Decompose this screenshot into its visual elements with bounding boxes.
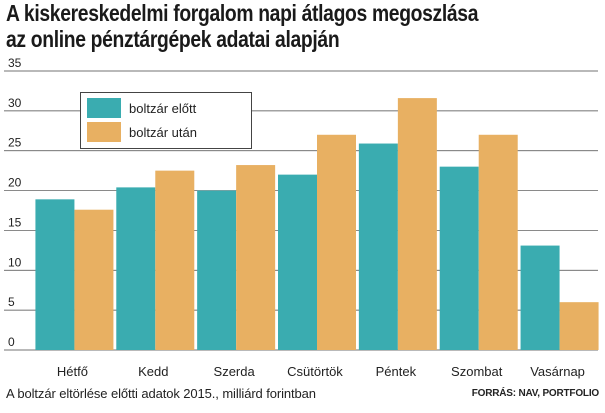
legend-item-after: boltzár után	[87, 122, 197, 142]
bar-after-3	[317, 134, 356, 350]
x-tick-label-6: Vasárnap	[530, 364, 585, 379]
x-tick-label-2: Szerda	[214, 364, 256, 379]
bar-after-1	[155, 170, 195, 350]
chart-title: A kiskereskedelmi forgalom napi átlagos …	[6, 0, 602, 52]
bar-before-6	[520, 245, 560, 350]
y-tick-label-0: 0	[8, 335, 15, 349]
y-tick-label-15: 15	[8, 215, 22, 229]
bar-before-1	[116, 187, 156, 350]
bar-before-4	[358, 143, 398, 350]
y-tick-label-10: 10	[8, 255, 22, 269]
tick-labels: 0 5 10 15 20 25 30 35 Hétfő Kedd Szerda Csütörtök Pé…	[8, 56, 585, 379]
legend-label-before: boltzár előtt	[129, 100, 197, 116]
chart-title-line-2: az online pénztárgépek adatai alapján	[6, 26, 340, 52]
bar-before-0	[35, 199, 75, 350]
footnote: A boltzár eltörlése előtti adatok 2015.,…	[6, 386, 316, 401]
x-tick-label-4: Péntek	[376, 364, 417, 379]
legend: boltzár előtt boltzár után	[80, 92, 252, 149]
x-tick-label-1: Kedd	[138, 364, 168, 379]
x-tick-label-3: Csütörtök	[287, 364, 343, 379]
source-note: FORRÁS: NAV, PORTFOLIO	[471, 388, 599, 399]
bar-before-2	[197, 190, 237, 350]
x-tick-label-5: Szombat	[451, 364, 503, 379]
bar-after-5	[478, 134, 518, 350]
bar-after-0	[74, 209, 114, 350]
bars	[35, 98, 599, 350]
bar-before-3	[278, 174, 317, 350]
bar-after-2	[236, 165, 276, 350]
y-tick-label-20: 20	[8, 176, 22, 190]
y-tick-label-35: 35	[8, 56, 22, 70]
y-tick-label-25: 25	[8, 136, 22, 150]
legend-swatch-after	[87, 122, 121, 142]
bar-after-6	[559, 302, 599, 350]
chart-title-line-1: A kiskereskedelmi forgalom napi átlagos …	[6, 0, 479, 26]
y-tick-label-30: 30	[8, 96, 22, 110]
bar-after-4	[397, 98, 437, 350]
legend-swatch-before	[87, 98, 121, 118]
y-tick-label-5: 5	[8, 295, 15, 309]
legend-label-after: boltzár után	[129, 124, 197, 140]
legend-item-before: boltzár előtt	[87, 98, 196, 118]
x-tick-label-0: Hétfő	[57, 364, 88, 379]
bar-before-5	[439, 166, 479, 350]
